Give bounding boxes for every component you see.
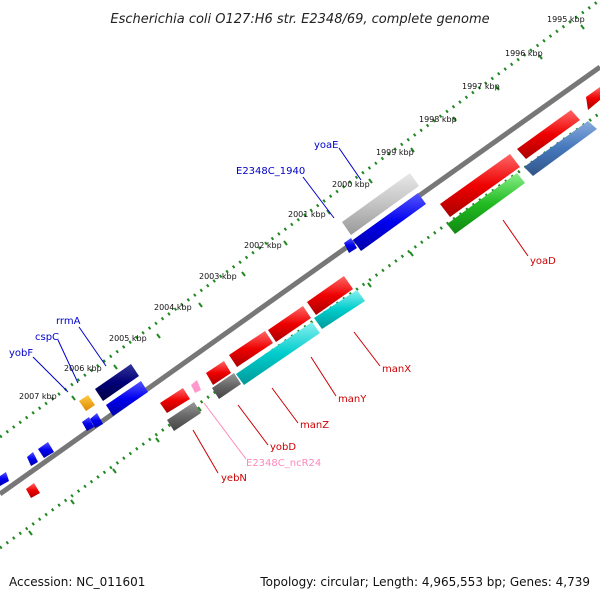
gene-arrow-E2348C_1940[interactable] (342, 173, 419, 235)
forward-strand-genes (0, 87, 600, 486)
gene-arrow[interactable] (586, 87, 600, 110)
tick-label: 1995 kbp (547, 15, 585, 24)
tick-label: 1999 kbp (376, 148, 414, 157)
label-manZ[interactable]: manZ (300, 420, 329, 431)
gene-ncR24[interactable] (191, 380, 201, 393)
label-manX[interactable]: manX (382, 364, 411, 375)
topology-summary: Topology: circular; Length: 4,965,553 bp… (259, 575, 590, 589)
label-yobD[interactable]: yobD (270, 442, 296, 453)
gene-arrow-manY[interactable] (268, 306, 311, 342)
label-yoaE[interactable]: yoaE (314, 140, 338, 151)
gene-arrow[interactable] (344, 238, 357, 253)
gene-arrow-rrmA[interactable] (95, 364, 139, 401)
gene-labels: yoaE E2348C_1940 rrmA cspC yobF yoaD man… (9, 140, 556, 484)
label-manY[interactable]: manY (338, 394, 367, 405)
gene-arrow-manZ[interactable] (229, 331, 273, 367)
accession-text: Accession: NC_011601 (9, 575, 145, 589)
tick-label: 1998 kbp (419, 115, 457, 124)
gene-arrow[interactable] (27, 452, 38, 466)
outer-major-ticks (71, 24, 585, 401)
tick-label: 2001 kbp (288, 210, 326, 219)
tick-label: 1996 kbp (505, 49, 543, 58)
gene-arrow-yebN[interactable] (160, 388, 190, 413)
gene-arrow-yoaE[interactable] (353, 193, 426, 251)
map-title: Escherichia coli O127:H6 str. E2348/69, … (110, 12, 489, 27)
tick-label: 2005 kbp (109, 334, 147, 343)
label-E2348C_1940[interactable]: E2348C_1940 (236, 166, 305, 177)
gene-box-yobD[interactable] (212, 373, 241, 399)
tick-label: 1997 kbp (462, 82, 500, 91)
gene-arrow[interactable] (106, 381, 148, 416)
gene-arrow[interactable] (447, 173, 525, 234)
label-yobF[interactable]: yobF (9, 348, 33, 359)
kbp-tick-labels: 1995 kbp 1996 kbp 1997 kbp 1998 kbp 1999… (19, 15, 585, 401)
gene-arrow[interactable] (0, 472, 9, 486)
tick-label: 2007 kbp (19, 392, 57, 401)
label-yoaD[interactable]: yoaD (530, 256, 556, 267)
gene-arrow-yobF[interactable] (82, 417, 94, 431)
gene-arrow[interactable] (314, 290, 365, 329)
tick-label: 2006 kbp (64, 364, 102, 373)
gene-arrow-manX[interactable] (307, 276, 353, 315)
gene-arrow[interactable] (206, 361, 231, 385)
gene-arrow-yoaD[interactable] (440, 154, 520, 217)
tick-label: 2003 kbp (199, 272, 237, 281)
gene-arrow[interactable] (38, 442, 54, 458)
label-rrmA[interactable]: rrmA (56, 316, 81, 327)
gene-arrow[interactable] (90, 413, 103, 428)
label-leaders (32, 147, 529, 474)
tick-label: 2004 kbp (154, 303, 192, 312)
gene-box-cspC[interactable] (79, 395, 95, 411)
gene-arrow[interactable] (524, 121, 597, 176)
reverse-strand-genes (26, 276, 365, 498)
label-E2348C_ncR24[interactable]: E2348C_ncR24 (246, 458, 321, 469)
gene-arrow[interactable] (517, 110, 580, 159)
tick-label: 2000 kbp (332, 180, 370, 189)
label-cspC[interactable]: cspC (35, 332, 59, 343)
label-yebN[interactable]: yebN (221, 473, 247, 484)
tick-label: 2002 kbp (244, 241, 282, 250)
gene-arrow[interactable] (236, 322, 320, 385)
gene-box[interactable] (167, 402, 201, 431)
gene-arrow[interactable] (26, 483, 40, 498)
